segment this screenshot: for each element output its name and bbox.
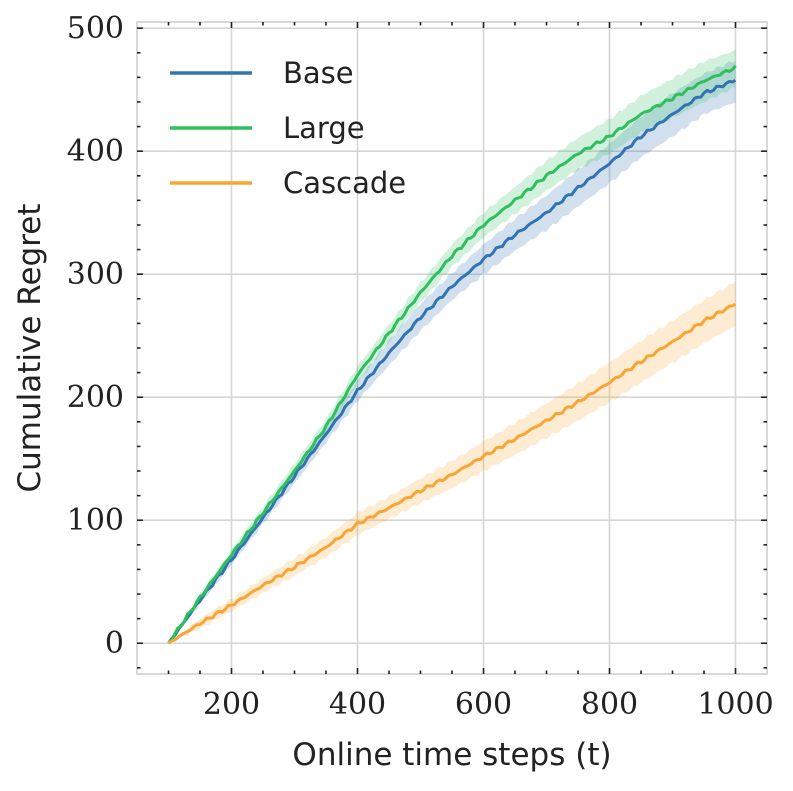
x-tick-labels: 200 400 600 800 1000 [203, 687, 774, 722]
line-base [167, 78, 737, 645]
series-lines [167, 64, 737, 645]
y-tick-label: 400 [67, 134, 124, 169]
confidence-bands [168, 49, 736, 644]
legend-label-cascade: Cascade [283, 166, 406, 200]
line-cascade [167, 302, 737, 645]
x-tick-label: 400 [329, 687, 386, 722]
x-tick-label: 1000 [697, 687, 773, 722]
y-axis-title: Cumulative Regret [12, 204, 48, 493]
y-tick-label: 300 [67, 257, 124, 292]
legend-label-base: Base [283, 56, 354, 90]
x-axis-title: Online time steps (t) [292, 737, 611, 773]
y-tick-label: 100 [67, 503, 124, 538]
band-base [168, 61, 736, 644]
x-tick-label: 600 [455, 687, 512, 722]
y-tick-labels: 0 100 200 300 400 500 [67, 11, 124, 661]
grid [137, 22, 767, 674]
y-tick-label: 200 [67, 380, 124, 415]
line-large [167, 64, 737, 645]
y-tick-label: 500 [67, 11, 124, 46]
y-tick-label: 0 [105, 626, 124, 661]
axis-ticks [137, 22, 767, 674]
legend-label-large: Large [283, 111, 365, 145]
x-tick-label: 200 [203, 687, 260, 722]
band-cascade [168, 282, 736, 644]
x-tick-label: 800 [581, 687, 638, 722]
legend: Base Large Cascade [170, 56, 406, 200]
